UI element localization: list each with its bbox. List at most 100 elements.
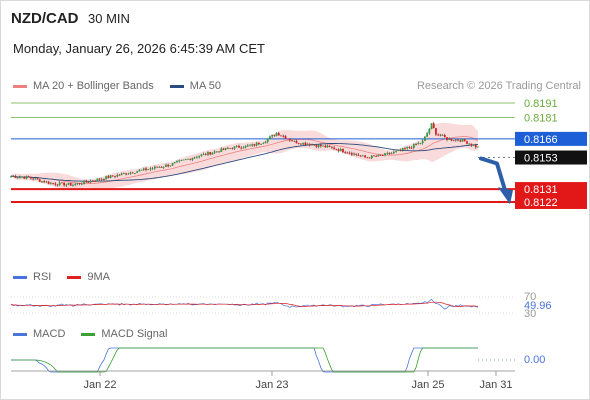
candle-body: [450, 138, 453, 141]
candle-body: [227, 147, 229, 149]
candle-body: [193, 157, 196, 159]
candle-body: [171, 163, 174, 166]
candle-body: [198, 156, 201, 158]
candle-body: [412, 144, 415, 148]
candle-body: [477, 146, 479, 148]
x-tick-label: Jan 22: [83, 379, 116, 391]
candle-body: [428, 129, 431, 134]
candle-body: [415, 144, 417, 145]
ma20-line: [11, 136, 479, 185]
candle-body: [147, 169, 150, 170]
candle-body: [56, 184, 59, 186]
candle-body: [337, 149, 340, 151]
candle-body: [224, 147, 227, 150]
credit-text: Research © 2026 Trading Central: [416, 80, 581, 92]
candle-body: [23, 177, 26, 179]
candle-body: [251, 144, 254, 146]
candle-body: [362, 155, 364, 157]
candle-body: [165, 164, 167, 167]
candle-body: [395, 150, 398, 152]
candle-body: [335, 149, 338, 151]
candle-body: [401, 148, 404, 151]
candle-body: [83, 180, 85, 184]
candle-body: [209, 152, 212, 155]
candle-body: [284, 136, 287, 139]
main-legend: MA 20 + Bollinger Bands MA 50: [13, 80, 221, 92]
candle-body: [437, 134, 440, 136]
candle-body: [459, 140, 462, 142]
candle-body: [353, 153, 355, 155]
candle-body: [370, 155, 373, 159]
candle-body: [346, 152, 349, 154]
candle-body: [233, 146, 236, 149]
candle-body: [439, 134, 442, 136]
candle-body: [253, 144, 256, 146]
candle-body: [180, 159, 183, 161]
candle-body: [38, 179, 41, 182]
candle-body: [242, 147, 245, 149]
candle-body: [454, 139, 457, 141]
candle-body: [120, 173, 123, 176]
macd-signal-line: [11, 347, 478, 373]
symbol-title: NZD/CAD: [11, 10, 79, 27]
macd-signal-legend-label: MACD Signal: [101, 328, 168, 340]
candle-body: [145, 168, 147, 170]
candle-body: [339, 148, 342, 151]
candle-body: [304, 142, 307, 145]
candle-body: [89, 180, 92, 183]
candle-body: [220, 148, 223, 152]
candle-body: [262, 143, 265, 144]
candle-body: [196, 157, 198, 159]
candle-body: [280, 135, 282, 137]
candle-body: [470, 143, 473, 146]
rsi-legend-label: RSI: [33, 271, 52, 283]
candle-body: [271, 134, 274, 137]
candle-body: [273, 134, 276, 136]
candle-body: [204, 153, 207, 155]
candle-body: [54, 183, 57, 185]
candle-body: [36, 178, 39, 180]
rsi-9ma-line: [10, 301, 479, 307]
candle-body: [423, 136, 426, 141]
candle-body: [311, 144, 313, 146]
candle-body: [21, 177, 23, 178]
macd-signal-swatch: [81, 332, 96, 336]
candle-body: [45, 181, 48, 183]
candle-body: [109, 175, 112, 178]
candle-body: [331, 146, 333, 148]
candle-body: [49, 183, 52, 184]
candle-body: [377, 154, 380, 157]
level-box-3: [515, 150, 587, 165]
candle-body: [375, 156, 378, 157]
candle-body: [448, 138, 451, 140]
x-tick-label: Jan 25: [411, 379, 444, 391]
candle-body: [468, 143, 471, 145]
candle-body: [134, 172, 136, 174]
candle-body: [107, 176, 110, 178]
candle-body: [461, 138, 464, 142]
candle-body: [61, 182, 63, 184]
candle-body: [466, 141, 468, 144]
candle-body: [41, 181, 43, 182]
candle-body: [105, 176, 108, 180]
ma20-legend-label: MA 20 + Bollinger Bands: [33, 80, 154, 92]
candle-body: [457, 139, 459, 141]
rsi-9ma-legend-label: 9MA: [87, 271, 110, 283]
candle-body: [129, 172, 132, 174]
candle-body: [65, 184, 68, 186]
candle-body: [384, 153, 386, 156]
candle-body: [293, 140, 296, 142]
candle-body: [229, 148, 232, 149]
rsi-swatch: [13, 275, 27, 279]
candle-body: [215, 151, 218, 153]
candle-body: [260, 143, 262, 145]
candle-body: [300, 143, 302, 145]
candle-body: [100, 179, 103, 180]
candle-body: [359, 155, 362, 157]
candle-body: [443, 135, 446, 138]
candle-body: [43, 181, 46, 183]
candle-body: [441, 135, 444, 136]
rsi-9ma-swatch: [67, 275, 82, 279]
candle-body: [142, 168, 145, 170]
candle-body: [366, 157, 369, 159]
